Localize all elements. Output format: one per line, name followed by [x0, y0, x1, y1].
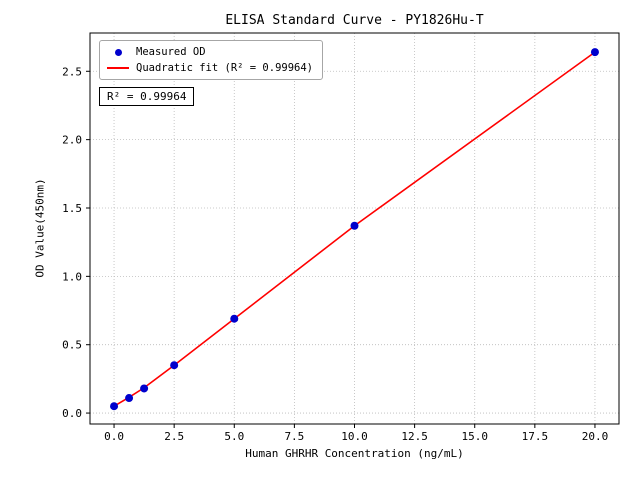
x-tick-label: 15.0 — [461, 430, 488, 443]
data-point — [125, 394, 134, 403]
y-tick-label: 2.0 — [62, 134, 82, 147]
data-point — [110, 402, 119, 411]
legend-swatch — [107, 48, 129, 56]
y-tick-label: 0.5 — [62, 339, 82, 352]
x-tick-label: 5.0 — [224, 430, 244, 443]
scatter-marker-icon — [114, 48, 122, 56]
legend-entry-quadratic-fit: Quadratic fit (R² = 0.99964) — [107, 62, 313, 74]
x-tick-label: 7.5 — [284, 430, 304, 443]
x-tick-label: 20.0 — [582, 430, 609, 443]
data-point — [590, 48, 599, 57]
y-axis-label: OD Value(450nm) — [33, 178, 47, 278]
legend-label-quadratic-fit: Quadratic fit (R² = 0.99964) — [136, 62, 314, 74]
y-tick-label: 2.5 — [62, 65, 82, 78]
r-squared-annotation: R² = 0.99964 — [99, 87, 195, 106]
fit-line-marker-icon — [107, 67, 129, 69]
data-point — [170, 361, 179, 370]
x-tick-label: 17.5 — [522, 430, 549, 443]
legend-entry-measured-od: Measured OD — [107, 46, 313, 58]
data-point — [140, 384, 149, 393]
data-point — [230, 314, 239, 323]
chart-title: ELISA Standard Curve - PY1826Hu-T — [225, 13, 484, 28]
y-tick-label: 1.0 — [62, 270, 82, 283]
legend-label-measured-od: Measured OD — [136, 46, 206, 58]
y-tick-label: 1.5 — [62, 202, 82, 215]
x-tick-label: 0.0 — [104, 430, 124, 443]
x-tick-label: 12.5 — [401, 430, 428, 443]
legend: Measured OD Quadratic fit (R² = 0.99964) — [99, 40, 324, 80]
x-tick-label: 10.0 — [341, 430, 368, 443]
x-axis-label: Human GHRHR Concentration (ng/mL) — [245, 447, 464, 460]
data-point — [350, 221, 359, 230]
x-tick-label: 2.5 — [164, 430, 184, 443]
y-tick-label: 0.0 — [62, 407, 82, 420]
legend-swatch — [107, 67, 129, 69]
